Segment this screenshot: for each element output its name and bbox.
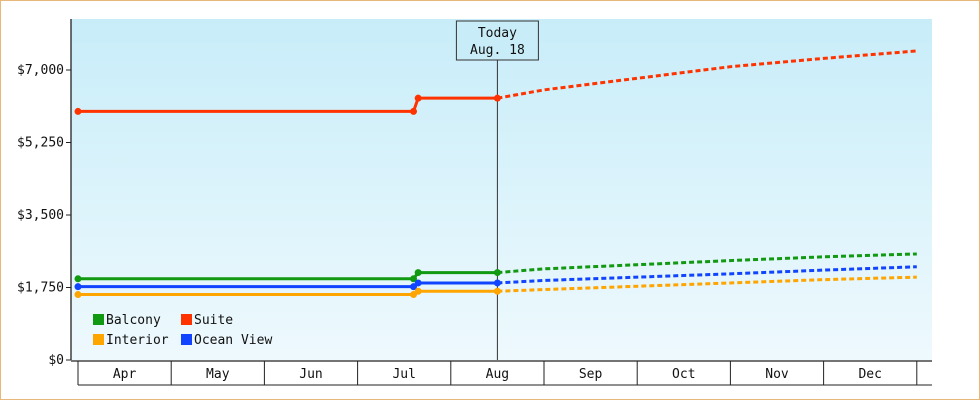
legend-label-suite: Suite xyxy=(194,313,233,328)
series-balcony-point xyxy=(493,269,501,277)
series-balcony-point xyxy=(410,275,418,283)
legend-swatch-ocean-view xyxy=(181,334,192,345)
y-axis: $0 $1,750 $3,500 $5,250 $7,000 xyxy=(17,19,72,368)
series-interior-projection xyxy=(497,275,917,293)
series-ocean-view-point xyxy=(493,279,501,287)
month-label-sep: Sep xyxy=(579,367,603,382)
series-ocean-view-point xyxy=(414,279,422,287)
month-label-apr: Apr xyxy=(113,367,137,382)
today-date: Aug. 18 xyxy=(470,43,525,58)
series-ocean-view-point xyxy=(74,283,82,291)
y-tick-label: $0 xyxy=(48,353,64,368)
y-tick-label: $1,750 xyxy=(17,281,64,296)
month-label-nov: Nov xyxy=(765,367,789,382)
series-ocean-view-projection xyxy=(497,265,917,285)
month-label-aug: Aug xyxy=(486,367,509,382)
today-marker: Today Aug. 18 xyxy=(455,20,539,360)
legend-label-ocean-view: Ocean View xyxy=(194,333,272,348)
y-tick-label: $5,250 xyxy=(17,136,64,151)
legend-label-interior: Interior xyxy=(106,333,169,348)
series-balcony-point xyxy=(74,275,82,283)
series-balcony-line xyxy=(78,271,498,281)
x-axis: Apr May Jun Jul Aug Sep Oct Nov Dec xyxy=(71,360,932,386)
series-interior-point xyxy=(493,287,501,295)
series-suite-point xyxy=(414,94,422,102)
series-suite-point xyxy=(74,107,82,115)
series-interior-point xyxy=(414,287,422,295)
month-label-dec: Dec xyxy=(858,367,881,382)
today-box xyxy=(455,20,539,61)
month-label-oct: Oct xyxy=(672,367,695,382)
series-lines xyxy=(74,49,917,299)
month-label-may: May xyxy=(206,367,230,382)
y-tick-label: $3,500 xyxy=(17,208,64,223)
legend-label-balcony: Balcony xyxy=(106,313,161,328)
legend: Balcony Suite Interior Ocean View xyxy=(93,313,272,348)
y-tick-label: $7,000 xyxy=(17,63,64,78)
series-suite-point xyxy=(410,107,418,115)
series-suite-point xyxy=(493,94,501,102)
series-suite-projection xyxy=(497,49,917,100)
series-ocean-view-point xyxy=(410,283,418,291)
today-label: Today xyxy=(478,26,517,41)
series-suite-line xyxy=(78,96,498,113)
legend-swatch-balcony xyxy=(93,314,104,325)
series-balcony-point xyxy=(414,269,422,277)
plot-area xyxy=(71,19,932,360)
legend-swatch-interior xyxy=(93,334,104,345)
month-label-jun: Jun xyxy=(299,367,322,382)
legend-swatch-suite xyxy=(181,314,192,325)
month-label-jul: Jul xyxy=(392,367,415,382)
series-interior-point xyxy=(74,291,82,299)
series-balcony-projection xyxy=(497,252,917,275)
